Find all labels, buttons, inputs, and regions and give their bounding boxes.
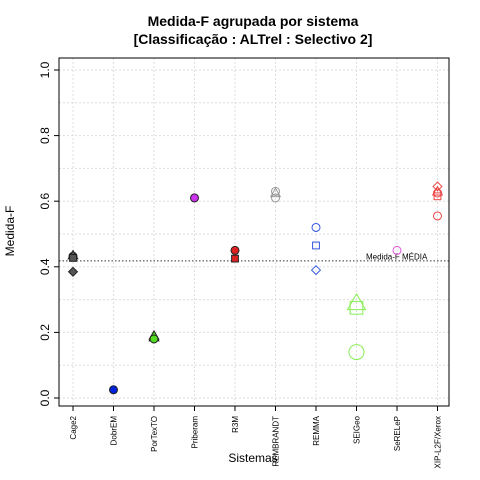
data-point-diamond (432, 181, 443, 192)
data-point-circle (230, 245, 240, 255)
y-tick-label: 0.8 (38, 127, 52, 144)
data-point-triangle (269, 187, 282, 198)
y-axis-label: Medida-F (3, 206, 17, 257)
grid (59, 58, 449, 406)
x-tick-label: SeRELeP (393, 416, 402, 451)
reference-line-group: Medida-F MÉDIA (59, 252, 449, 262)
x-tick-label: XIP-L2F/Xerox (434, 416, 443, 468)
x-tick-label: REMBRANDT (272, 416, 281, 467)
data-point-square (231, 254, 239, 263)
data-point-circle (311, 222, 321, 232)
x-tick-label: SEIGeo (353, 415, 362, 444)
data-point-circle (433, 211, 442, 221)
data-point-circle (348, 344, 365, 361)
y-tick-label: 0.6 (38, 193, 52, 210)
data-point-square (312, 241, 320, 250)
data-point-circle (190, 193, 199, 203)
x-axis: Cage2 DobrEM PorTexTO Priberam R3M REMBRANDT R… (69, 406, 443, 468)
data-point-diamond (310, 264, 322, 276)
reference-line-label: Medida-F MÉDIA (366, 252, 428, 261)
plot-frame (58, 57, 450, 407)
y-tick-label: 0.4 (38, 258, 52, 275)
data-point-circle (392, 245, 402, 255)
x-tick-label: PorTexTO (150, 416, 159, 452)
x-tick-label: Cage2 (69, 415, 78, 439)
y-tick-label: 0.0 (38, 389, 52, 406)
data-point-circle (433, 188, 442, 198)
chart-subtitle: [Classificação : ALTrel : Selectivo 2] (134, 31, 373, 47)
x-axis-label: Sistemas (228, 451, 277, 465)
data-point-circle (109, 385, 118, 395)
y-tick-label: 0.2 (38, 324, 52, 341)
data-point-circle (149, 334, 159, 344)
data-point-diamond (67, 266, 79, 277)
x-tick-label: Priberam (191, 416, 200, 449)
data-point-square (433, 192, 442, 201)
data-point-triangle (431, 185, 444, 196)
x-tick-label: DobrEM (110, 416, 119, 446)
x-tick-label: R3M (231, 416, 240, 433)
data-point-square (349, 300, 364, 315)
x-tick-label: REMMA (312, 415, 321, 445)
data-point-square (69, 254, 77, 262)
data-points (67, 181, 444, 395)
y-axis: 0.0 0.2 0.4 0.6 0.8 1.0 (38, 61, 59, 406)
chart-title: Medida-F agrupada por sistema (148, 13, 359, 29)
data-point-circle (271, 193, 280, 203)
y-tick-label: 1.0 (38, 61, 52, 78)
